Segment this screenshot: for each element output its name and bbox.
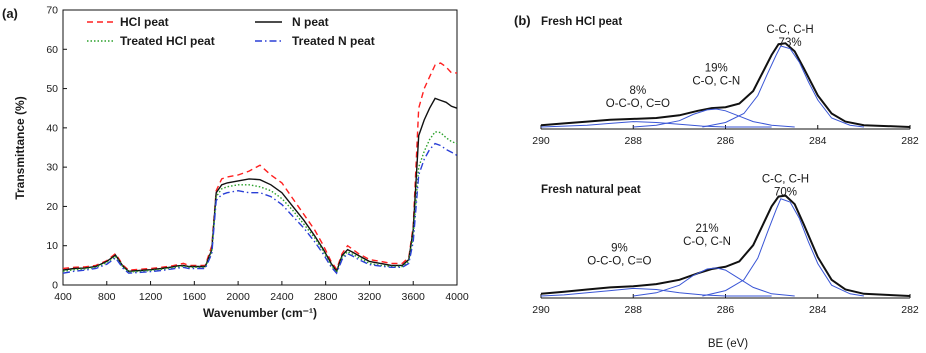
xps-panel: (b) Fresh HCl peat Fresh natural peat 29… bbox=[514, 13, 919, 350]
ftir-legend: HCl peat N peat Treated HCl peat Treated… bbox=[87, 15, 375, 48]
xps-peak-annotation: 21% bbox=[696, 223, 719, 235]
xps-x-axis-title: BE (eV) bbox=[708, 338, 748, 350]
xps-peak-annotation: 8% bbox=[630, 85, 647, 97]
xps-component-curve bbox=[633, 108, 795, 128]
xps-x-tick-label: 286 bbox=[717, 135, 735, 147]
xps-x-tick-label: 288 bbox=[624, 135, 642, 147]
xps-x-tick-label: 284 bbox=[809, 135, 827, 147]
ftir-x-tick-label: 4000 bbox=[445, 291, 469, 303]
ftir-y-tick-label: 40 bbox=[46, 122, 58, 134]
xps-envelope-curve bbox=[540, 194, 911, 297]
xps-peak-annotation: C-C, C-H bbox=[766, 24, 813, 36]
xps-envelope-curve bbox=[540, 42, 911, 128]
ftir-series-line-treated-hcl-peat bbox=[62, 131, 458, 274]
ftir-y-axis-title: Transmittance (%) bbox=[13, 96, 27, 199]
ftir-x-tick-label: 400 bbox=[54, 291, 72, 303]
xps-x-tick-label: 282 bbox=[901, 135, 919, 147]
xps-peak-annotation: 73% bbox=[779, 37, 802, 49]
xps-x-tick-label: 290 bbox=[532, 304, 550, 316]
ftir-x-axis-title: Wavenumber (cm⁻¹) bbox=[203, 306, 317, 320]
ftir-y-tick-label: 70 bbox=[46, 5, 58, 17]
ftir-x-tick-label: 800 bbox=[98, 291, 116, 303]
ftir-series-line-hcl-peat bbox=[62, 62, 457, 271]
ftir-series-line-n-peat bbox=[62, 97, 458, 273]
xps-component-curve bbox=[702, 198, 864, 297]
xps-x-tick-label: 282 bbox=[901, 304, 919, 316]
xps-top-plot: 290 288 286 284 282 8%O-C-O, C=O 19%C-O, C-N C-… bbox=[532, 24, 919, 147]
ftir-x-tick-label: 3600 bbox=[402, 291, 426, 303]
xps-x-tick-label: 288 bbox=[624, 304, 642, 316]
xps-peak-annotation: C-O, C-N bbox=[683, 236, 731, 248]
legend-label-hcl-peat: HCl peat bbox=[120, 15, 169, 29]
ftir-series-line-treated-n-peat bbox=[62, 142, 458, 275]
xps-peak-annotation: O-C-O, C=O bbox=[606, 98, 670, 110]
ftir-x-tick-label: 1600 bbox=[183, 291, 207, 303]
xps-peak-annotation: C-O, C-N bbox=[692, 76, 740, 88]
xps-x-tick-label: 286 bbox=[717, 304, 735, 316]
ftir-y-tick-label: 20 bbox=[46, 201, 58, 213]
ftir-y-tick-label: 50 bbox=[46, 83, 58, 95]
xps-component-curve bbox=[633, 267, 795, 297]
ftir-y-tick-label: 0 bbox=[52, 280, 58, 292]
panel-label-a: (a) bbox=[2, 6, 18, 21]
xps-top-subtitle: Fresh HCl peat bbox=[541, 16, 622, 28]
xps-component-curve bbox=[540, 287, 772, 297]
ftir-plot-frame bbox=[62, 9, 458, 286]
xps-peak-annotation: 19% bbox=[705, 63, 728, 75]
xps-component-curve bbox=[702, 45, 864, 128]
xps-peak-annotation: O-C-O, C=O bbox=[587, 256, 651, 268]
legend-label-treated-n-peat: Treated N peat bbox=[292, 34, 375, 48]
xps-x-tick-label: 290 bbox=[532, 135, 550, 147]
ftir-series-group bbox=[62, 62, 458, 275]
xps-peak-annotation: C-C, C-H bbox=[762, 174, 809, 186]
ftir-x-tick-label: 2000 bbox=[226, 291, 250, 303]
ftir-x-tick-label: 1200 bbox=[139, 291, 163, 303]
xps-component-curve bbox=[540, 121, 772, 128]
panel-label-b: (b) bbox=[514, 13, 531, 28]
xps-x-tick-label: 284 bbox=[809, 304, 827, 316]
ftir-axes: 400 800 1200 1600 2000 2400 2800 3200 3600 4000 0 1… bbox=[46, 5, 469, 304]
ftir-x-tick-label: 2400 bbox=[270, 291, 294, 303]
ftir-y-tick-label: 30 bbox=[46, 162, 58, 174]
ftir-x-tick-label: 2800 bbox=[314, 291, 338, 303]
ftir-panel: (a) 400 800 1200 1600 2000 2400 2800 3200 3600 40… bbox=[2, 5, 469, 321]
xps-bottom-plot: 290 288 286 284 282 9%O-C-O, C=O 21%C-O, C-N C-… bbox=[532, 174, 919, 316]
ftir-y-tick-label: 10 bbox=[46, 240, 58, 252]
legend-label-n-peat: N peat bbox=[292, 15, 329, 29]
xps-peak-annotation: 70% bbox=[774, 187, 797, 199]
legend-label-treated-hcl-peat: Treated HCl peat bbox=[120, 34, 215, 48]
xps-bottom-subtitle: Fresh natural peat bbox=[541, 184, 641, 196]
xps-peak-annotation: 9% bbox=[611, 243, 628, 255]
ftir-x-tick-label: 3200 bbox=[358, 291, 382, 303]
ftir-y-tick-label: 60 bbox=[46, 44, 58, 56]
